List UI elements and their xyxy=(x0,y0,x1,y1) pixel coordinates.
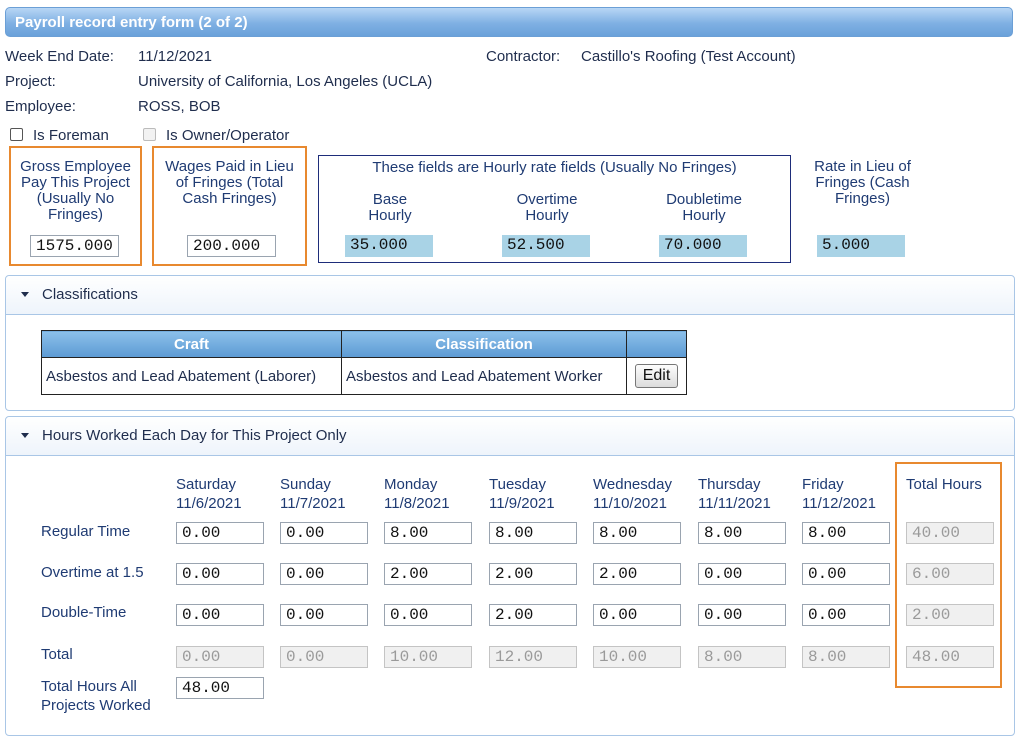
wages-lieu-highlight xyxy=(152,146,307,266)
day-header-thursday: Thursday 11/11/2021 xyxy=(698,476,771,512)
rate-lieu-input[interactable]: 5.000 xyxy=(817,235,905,257)
contractor-value: Castillo's Roofing (Test Account) xyxy=(581,48,796,65)
all-projects-hours-input[interactable]: 48.00 xyxy=(176,677,264,699)
doubletime-hourly-input[interactable]: 70.000 xyxy=(659,235,747,257)
day-header-tuesday: Tuesday 11/9/2021 xyxy=(489,476,555,512)
regular-wednesday-input[interactable]: 8.00 xyxy=(593,522,681,544)
total-monday-field: 10.00 xyxy=(384,646,472,668)
rate-lieu-label: Rate in Lieu of Fringes (Cash Fringes) xyxy=(814,158,911,207)
is-foreman-checkbox[interactable] xyxy=(10,128,23,141)
regular-saturday-input[interactable]: 0.00 xyxy=(176,522,264,544)
craft-cell: Asbestos and Lead Abatement (Laborer) xyxy=(41,357,342,395)
total-wednesday-field: 10.00 xyxy=(593,646,681,668)
total-thursday-field: 8.00 xyxy=(698,646,786,668)
overtime-monday-input[interactable]: 2.00 xyxy=(384,563,472,585)
double-tuesday-input[interactable]: 2.00 xyxy=(489,604,577,626)
classification-cell: Asbestos and Lead Abatement Worker xyxy=(341,357,627,395)
project-label: Project: xyxy=(5,73,56,90)
day-header-wednesday: Wednesday 11/10/2021 xyxy=(593,476,672,512)
total-tuesday-field: 12.00 xyxy=(489,646,577,668)
gross-pay-highlight xyxy=(9,146,142,266)
double-time-label: Double-Time xyxy=(41,604,127,621)
double-friday-input[interactable]: 0.00 xyxy=(802,604,890,626)
regular-total-field: 40.00 xyxy=(906,522,994,544)
wages-lieu-label: Wages Paid in Lieu of Fringes (Total Cash … xyxy=(165,158,294,207)
overtime-friday-input[interactable]: 0.00 xyxy=(802,563,890,585)
day-header-sunday: Sunday 11/7/2021 xyxy=(280,476,346,512)
double-saturday-input[interactable]: 0.00 xyxy=(176,604,264,626)
classifications-table: Craft Classification Asbestos and Lead A… xyxy=(41,330,687,395)
day-header-monday: Monday 11/8/2021 xyxy=(384,476,450,512)
edit-button[interactable]: Edit xyxy=(634,364,679,388)
total-saturday-field: 0.00 xyxy=(176,646,264,668)
total-hours-header: Total Hours xyxy=(906,476,982,493)
collapse-triangle-icon[interactable] xyxy=(21,433,29,438)
total-label: Total xyxy=(41,646,73,663)
double-monday-input[interactable]: 0.00 xyxy=(384,604,472,626)
overtime-total-field: 6.00 xyxy=(906,563,994,585)
hourly-rate-group xyxy=(318,155,791,263)
total-sunday-field: 0.00 xyxy=(280,646,368,668)
hours-panel-header[interactable]: Hours Worked Each Day for This Project O… xyxy=(6,417,1014,456)
day-header-friday: Friday 11/12/2021 xyxy=(802,476,876,512)
overtime-wednesday-input[interactable]: 2.00 xyxy=(593,563,681,585)
overtime-saturday-input[interactable]: 0.00 xyxy=(176,563,264,585)
overtime-hourly-input[interactable]: 52.500 xyxy=(502,235,590,257)
table-row: Asbestos and Lead Abatement (Laborer) As… xyxy=(41,357,687,395)
overtime-tuesday-input[interactable]: 2.00 xyxy=(489,563,577,585)
is-owner-checkbox[interactable] xyxy=(143,128,156,141)
week-end-value: 11/12/2021 xyxy=(138,48,212,65)
gross-pay-label: Gross Employee Pay This Project (Usually N… xyxy=(20,158,131,223)
classification-column-header: Classification xyxy=(341,330,627,358)
week-end-label: Week End Date: xyxy=(5,48,114,65)
total-friday-field: 8.00 xyxy=(802,646,890,668)
is-owner-label: Is Owner/Operator xyxy=(166,127,290,144)
total-hours-highlight xyxy=(895,462,1002,688)
hours-title: Hours Worked Each Day for This Project O… xyxy=(42,427,347,444)
contractor-label: Contractor: xyxy=(486,48,561,65)
project-value: University of California, Los Angeles (U… xyxy=(138,73,433,90)
doubletime-hourly-label: Doubletime Hourly xyxy=(666,191,742,224)
classifications-panel-header[interactable]: Classifications xyxy=(6,276,1014,315)
wages-lieu-input[interactable]: 200.000 xyxy=(187,235,276,257)
hourly-rate-title: These fields are Hourly rate fields (Usu… xyxy=(372,159,737,176)
regular-monday-input[interactable]: 8.00 xyxy=(384,522,472,544)
overtime-label: Overtime at 1.5 xyxy=(41,564,144,581)
regular-thursday-input[interactable]: 8.00 xyxy=(698,522,786,544)
overtime-thursday-input[interactable]: 0.00 xyxy=(698,563,786,585)
form-title-bar: Payroll record entry form (2 of 2) xyxy=(5,7,1013,37)
craft-column-header: Craft xyxy=(41,330,342,358)
form-title: Payroll record entry form (2 of 2) xyxy=(15,14,248,31)
double-total-field: 2.00 xyxy=(906,604,994,626)
gross-pay-input[interactable]: 1575.000 xyxy=(30,235,119,257)
base-hourly-input[interactable]: 35.000 xyxy=(345,235,433,257)
regular-time-label: Regular Time xyxy=(41,523,131,540)
employee-value: ROSS, BOB xyxy=(138,98,221,115)
base-hourly-label: Base Hourly xyxy=(368,191,412,224)
collapse-triangle-icon[interactable] xyxy=(21,292,29,297)
actions-cell: Edit xyxy=(626,357,687,395)
regular-friday-input[interactable]: 8.00 xyxy=(802,522,890,544)
is-foreman-label: Is Foreman xyxy=(33,127,109,144)
double-thursday-input[interactable]: 0.00 xyxy=(698,604,786,626)
actions-column-header xyxy=(626,330,687,358)
overtime-sunday-input[interactable]: 0.00 xyxy=(280,563,368,585)
overtime-hourly-label: Overtime Hourly xyxy=(516,191,578,224)
employee-label: Employee: xyxy=(5,98,76,115)
grand-total-field: 48.00 xyxy=(906,646,994,668)
double-wednesday-input[interactable]: 0.00 xyxy=(593,604,681,626)
day-header-saturday: Saturday 11/6/2021 xyxy=(176,476,242,512)
regular-sunday-input[interactable]: 0.00 xyxy=(280,522,368,544)
double-sunday-input[interactable]: 0.00 xyxy=(280,604,368,626)
all-projects-label: Total Hours All Projects Worked xyxy=(41,678,151,714)
regular-tuesday-input[interactable]: 8.00 xyxy=(489,522,577,544)
classifications-title: Classifications xyxy=(42,286,138,303)
